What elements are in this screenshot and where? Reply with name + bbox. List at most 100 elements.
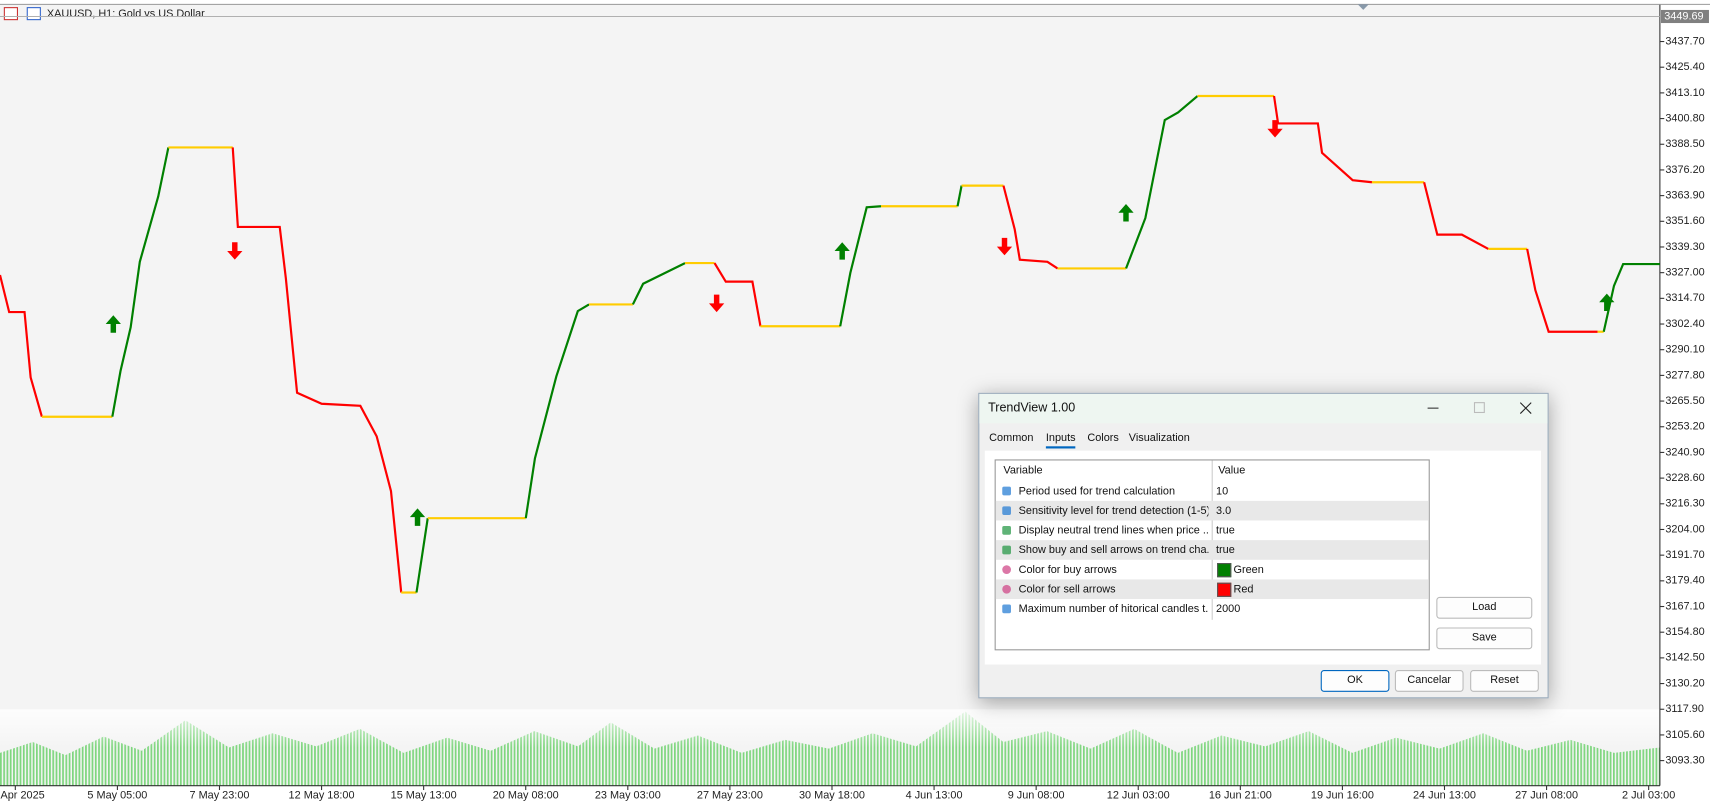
y-tick-label: 3105.60 <box>1665 729 1704 741</box>
y-tick-label: 3290.10 <box>1665 344 1704 356</box>
x-tick-label: 20 May 08:00 <box>493 789 559 801</box>
symbol-title: XAUUSD, H1: Gold vs US Dollar <box>47 8 205 20</box>
load-button[interactable]: Load <box>1436 596 1533 619</box>
table-row[interactable]: Display neutral trend lines when price .… <box>996 521 1429 541</box>
y-tick-label: 3400.80 <box>1665 112 1704 124</box>
y-tick-label: 3228.60 <box>1665 472 1704 484</box>
variable-value: true <box>1216 544 1235 557</box>
buy-arrow <box>1118 204 1134 222</box>
row-icon <box>1002 604 1011 614</box>
variable-name: Display neutral trend lines when price .… <box>1018 524 1209 537</box>
y-tick-label: 3093.30 <box>1665 754 1704 766</box>
x-tick-label: 24 Jun 13:00 <box>1413 789 1476 801</box>
cancel-button[interactable]: Cancelar <box>1394 669 1464 692</box>
table-row[interactable]: Sensitivity level for trend detection (1… <box>995 500 1429 521</box>
variable-name: Show buy and sell arrows on trend cha... <box>1018 544 1209 557</box>
variable-name: Sensitivity level for trend detection (1… <box>1018 505 1209 518</box>
variable-value: Red <box>1233 583 1254 596</box>
row-icon <box>1002 525 1011 535</box>
current-price-box <box>1660 9 1709 24</box>
y-tick-label: 3216.30 <box>1665 498 1704 510</box>
variable-name: Color for buy arrows <box>1018 564 1117 577</box>
ok-button[interactable]: OK <box>1320 669 1390 692</box>
x-tick-label: 30 Apr 2025 <box>0 789 45 801</box>
x-tick-label: 23 May 03:00 <box>595 789 661 801</box>
trend-line <box>956 185 963 207</box>
x-tick-label: 19 Jun 16:00 <box>1311 789 1374 801</box>
y-tick-label: 3117.90 <box>1665 703 1704 715</box>
maximize <box>1473 402 1485 414</box>
y-tick-label: 3339.30 <box>1665 241 1704 253</box>
variable-name: Color for sell arrows <box>1018 583 1116 596</box>
buy-arrow <box>834 242 850 260</box>
column-header: Value <box>1218 464 1246 477</box>
y-tick-label: 3314.70 <box>1665 292 1704 304</box>
y-tick-label: 3388.50 <box>1665 138 1704 150</box>
y-tick-label: 3327.00 <box>1665 267 1704 279</box>
y-tick-label: 3302.40 <box>1665 318 1704 330</box>
color-swatch <box>1217 563 1232 578</box>
trend-line <box>631 262 686 305</box>
y-tick-label: 3240.90 <box>1665 446 1704 458</box>
y-tick-label: 3154.80 <box>1665 626 1704 638</box>
trend-line <box>524 303 590 519</box>
table-row[interactable]: Maximum number of hitorical candles t...… <box>996 599 1429 619</box>
current-price-label: 3449.69 <box>1664 10 1703 22</box>
trend-line <box>111 147 170 417</box>
dialog-title: TrendView 1.00 <box>988 401 1076 415</box>
y-tick-label: 3253.20 <box>1665 421 1704 433</box>
x-tick-label: 15 May 13:00 <box>391 789 457 801</box>
tab[interactable]: Colors <box>1087 432 1119 445</box>
variable-value: true <box>1216 524 1235 537</box>
x-tick-label: 27 Jun 08:00 <box>1515 789 1578 801</box>
trend-line <box>1002 185 1059 270</box>
y-tick-label: 3437.70 <box>1665 35 1704 47</box>
trend-line <box>839 205 882 327</box>
variable-value: 10 <box>1216 485 1229 498</box>
trend-line <box>1125 95 1199 269</box>
y-tick-label: 3277.80 <box>1665 369 1704 381</box>
icon <box>26 7 41 21</box>
table-row[interactable]: Color for sell arrows Red <box>995 579 1429 600</box>
trend-line <box>1423 181 1489 250</box>
row-icon <box>1002 506 1011 516</box>
icon <box>3 7 18 21</box>
y-tick-label: 3351.60 <box>1665 215 1704 227</box>
y-tick-label: 3167.10 <box>1665 600 1704 612</box>
trend-line <box>415 518 429 593</box>
sell-arrow <box>227 242 243 260</box>
trend-line <box>0 274 43 418</box>
tab[interactable]: Inputs <box>1045 432 1076 449</box>
save-button[interactable]: Save <box>1436 627 1533 650</box>
x-tick-label: 4 Jun 13:00 <box>906 789 963 801</box>
close[interactable] <box>1519 402 1532 414</box>
y-tick-label: 3204.00 <box>1665 523 1704 535</box>
variable-value: Green <box>1233 564 1264 577</box>
row-icon <box>1002 584 1011 594</box>
trend-line <box>1272 95 1373 184</box>
shift-marker <box>1357 4 1369 10</box>
sell-arrow <box>1267 120 1283 138</box>
x-tick-label: 12 Jun 03:00 <box>1107 789 1170 801</box>
row-icon <box>1002 486 1011 496</box>
tab[interactable]: Common <box>989 432 1034 445</box>
table-row[interactable]: Color for buy arrows Green <box>996 560 1429 580</box>
y-tick-label: 3376.20 <box>1665 164 1704 176</box>
trend-line <box>713 262 762 327</box>
buy-arrow <box>1599 293 1615 312</box>
inputs-table: Variable Value Period used for trend calcu… <box>994 459 1430 651</box>
buy-arrow <box>409 508 426 526</box>
sell-arrow <box>708 294 725 313</box>
table-row[interactable]: Period used for trend calculation 10 <box>996 481 1429 501</box>
column-header: Variable <box>1003 464 1043 477</box>
x-tick-label: 9 Jun 08:00 <box>1008 789 1065 801</box>
header-row: Variable Value <box>996 460 1429 480</box>
x-tick-label: 16 Jun 21:00 <box>1209 789 1272 801</box>
x-tick-label: 2 Jul 03:00 <box>1622 789 1675 801</box>
tab[interactable]: Visualization <box>1128 432 1190 445</box>
reset-button[interactable]: Reset <box>1470 669 1539 692</box>
table-row[interactable]: Show buy and sell arrows on trend cha...… <box>995 540 1429 560</box>
volume-fade <box>0 709 1660 786</box>
